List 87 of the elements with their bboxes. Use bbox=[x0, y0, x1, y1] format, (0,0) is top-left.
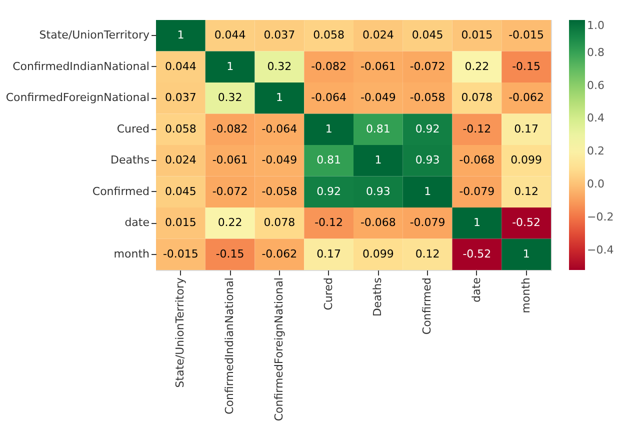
x-tick-label: ConfirmedIndianNational bbox=[223, 278, 236, 414]
data-label: -0.058 bbox=[410, 91, 446, 104]
y-tick-label: Cured bbox=[116, 122, 150, 136]
data-label: -0.068 bbox=[360, 216, 396, 230]
x-tick-label: ConfirmedForeignNational bbox=[272, 278, 286, 422]
data-label: -0.072 bbox=[212, 184, 248, 198]
data-label: -0.082 bbox=[212, 122, 248, 136]
data-label: 0.037 bbox=[164, 91, 196, 104]
data-label: 0.099 bbox=[510, 154, 542, 167]
data-label: 1 bbox=[522, 247, 530, 260]
data-label: 0.044 bbox=[164, 60, 196, 73]
x-tick-label: date bbox=[470, 277, 483, 302]
data-label: 1 bbox=[325, 122, 332, 136]
data-label: -0.072 bbox=[410, 60, 446, 73]
data-label: 0.078 bbox=[264, 216, 296, 230]
data-label: 0.015 bbox=[164, 216, 196, 230]
data-label: -0.049 bbox=[360, 91, 396, 104]
y-tick-label: Confirmed bbox=[92, 184, 150, 198]
data-label: 1 bbox=[424, 184, 432, 198]
data-label: -0.079 bbox=[459, 184, 495, 198]
data-label: -0.058 bbox=[262, 184, 298, 198]
data-label: 0.22 bbox=[464, 60, 490, 73]
data-label: 0.015 bbox=[461, 28, 493, 42]
data-label: -0.064 bbox=[311, 91, 347, 104]
color-bar-label: −0.2 bbox=[587, 210, 614, 224]
y-tick-label: ConfirmedIndianNational bbox=[12, 60, 150, 73]
data-label: -0.015 bbox=[162, 247, 198, 260]
y-tick-label: date bbox=[124, 216, 150, 230]
data-label: 0.044 bbox=[214, 28, 246, 42]
data-label: 1 bbox=[374, 154, 382, 167]
data-label: 0.81 bbox=[316, 154, 342, 167]
data-label: 0.12 bbox=[514, 184, 539, 198]
data-label: 0.078 bbox=[461, 91, 493, 104]
data-label: -0.062 bbox=[262, 247, 298, 260]
y-tick-label: month bbox=[114, 247, 150, 260]
color-bar-label: −0.4 bbox=[587, 243, 614, 256]
data-label: 1 bbox=[226, 60, 234, 73]
data-label: -0.15 bbox=[512, 60, 541, 73]
y-tick-label: Deaths bbox=[110, 154, 150, 167]
x-tick-label: Deaths bbox=[371, 277, 384, 316]
data-label: -0.082 bbox=[311, 60, 347, 73]
data-label: 0.037 bbox=[264, 28, 296, 42]
data-label: 0.81 bbox=[366, 122, 390, 136]
x-tick-label: month bbox=[519, 277, 532, 314]
x-tick-label: Confirmed bbox=[420, 278, 434, 335]
data-label: 0.024 bbox=[164, 154, 196, 167]
data-label: -0.068 bbox=[459, 154, 495, 167]
data-label: 1 bbox=[177, 28, 184, 42]
data-label: 0.92 bbox=[415, 122, 440, 136]
data-label: -0.52 bbox=[512, 216, 541, 230]
data-label: -0.15 bbox=[216, 247, 244, 260]
data-label: -0.079 bbox=[410, 216, 446, 230]
data-label: -0.015 bbox=[508, 28, 544, 42]
data-label: 0.058 bbox=[313, 28, 345, 42]
color-bar-label: 0.0 bbox=[587, 177, 604, 190]
data-label: 1 bbox=[276, 91, 283, 104]
color-bar-label: 1.0 bbox=[587, 19, 604, 32]
data-label: 0.099 bbox=[362, 247, 394, 260]
data-label: -0.064 bbox=[262, 122, 298, 136]
data-label: -0.062 bbox=[508, 91, 544, 104]
data-label: -0.12 bbox=[314, 216, 344, 230]
y-tick-label: ConfirmedForeignNational bbox=[6, 91, 150, 104]
data-label: 0.12 bbox=[415, 247, 440, 260]
data-label: -0.12 bbox=[462, 122, 492, 136]
data-label: 0.93 bbox=[415, 154, 440, 167]
data-label: -0.52 bbox=[462, 247, 492, 260]
x-tick-label: Cured bbox=[322, 278, 335, 310]
data-label: 0.32 bbox=[218, 91, 242, 104]
data-label: 0.22 bbox=[218, 216, 242, 230]
data-label: -0.061 bbox=[360, 60, 396, 73]
data-label: 0.17 bbox=[316, 247, 342, 260]
data-label: 0.045 bbox=[412, 28, 444, 42]
y-tick-label: State/UnionTerritory bbox=[39, 28, 150, 42]
data-label: 0.024 bbox=[362, 28, 394, 42]
data-label: 0.17 bbox=[514, 122, 539, 136]
color-bar-label: 0.2 bbox=[587, 144, 604, 158]
data-label: 0.058 bbox=[164, 122, 196, 136]
color-bar-label: 0.8 bbox=[587, 46, 604, 59]
data-label: 0.045 bbox=[164, 184, 196, 198]
data-label: 1 bbox=[473, 216, 480, 230]
data-label: -0.049 bbox=[262, 154, 298, 167]
data-label: 0.32 bbox=[267, 60, 292, 73]
color-bar-label: 0.6 bbox=[587, 78, 604, 92]
data-label: 0.92 bbox=[316, 184, 342, 198]
data-label: 0.93 bbox=[366, 184, 390, 198]
data-label: -0.061 bbox=[212, 154, 248, 167]
color-bar-label: 0.4 bbox=[587, 112, 604, 125]
